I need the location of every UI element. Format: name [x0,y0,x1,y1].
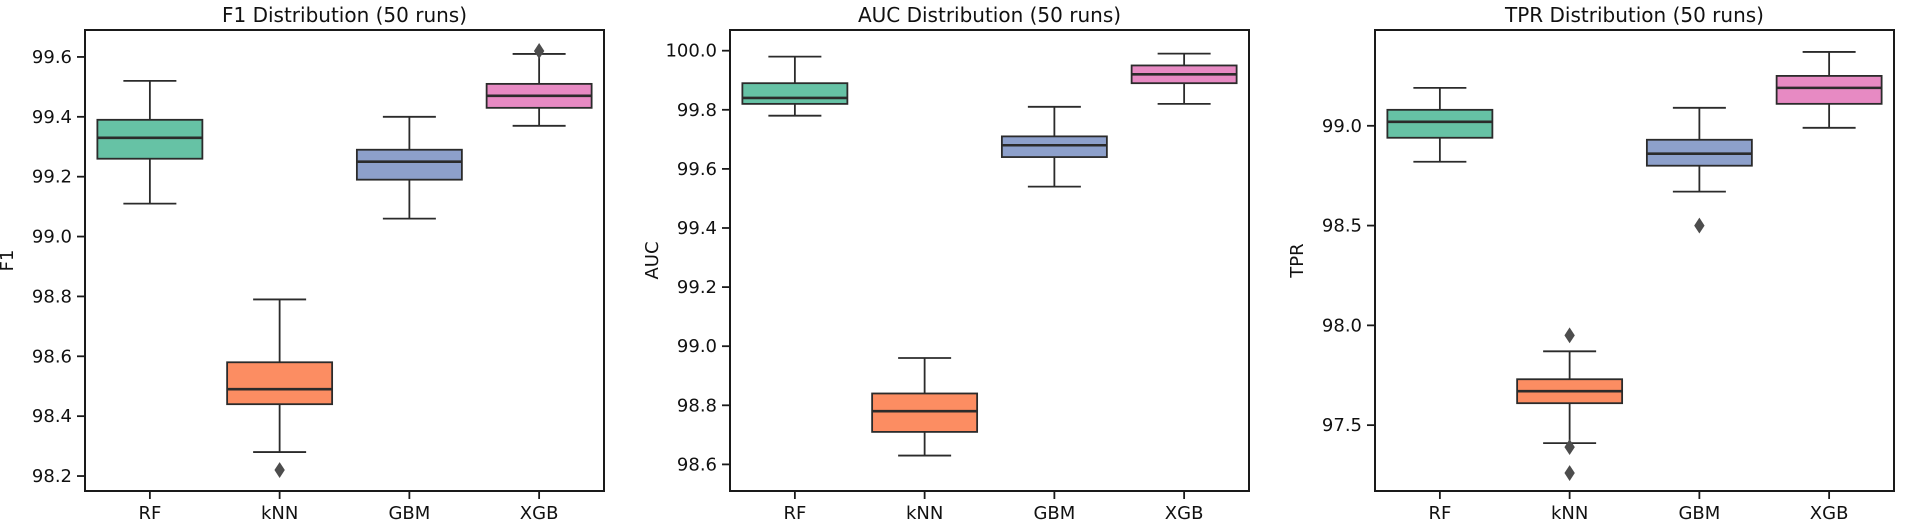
y-tick-label: 97.5 [1322,415,1362,436]
y-tick-label: 99.0 [32,227,72,248]
outlier-diamond [1694,217,1705,234]
y-tick-label: 98.6 [677,454,717,475]
y-axis-label: AUC [642,241,663,279]
x-tick-label-xgb: XGB [520,503,559,524]
y-tick-label: 99.8 [677,100,717,121]
iqr-box [1386,108,1494,139]
iqr-box [226,361,334,406]
x-tick-label-knn: kNN [261,503,298,524]
outlier-diamond [1564,327,1575,344]
x-tick-label-knn: kNN [1551,503,1588,524]
y-tick-label: 99.6 [677,159,717,180]
chart-title: TPR Distribution (50 runs) [1504,3,1764,27]
box-xgb [1775,51,1883,129]
iqr-box [1000,135,1108,158]
subplot-tpr: TPR Distribution (50 runs) TPR 97.5 98.0 98.… [1287,3,1895,524]
y-tick-label: 100.0 [665,41,717,62]
y-tick-label: 98.6 [32,346,72,367]
outlier-diamond [1564,465,1575,481]
x-tick-label-xgb: XGB [1810,503,1849,524]
y-tick-label: 99.4 [32,107,72,128]
box-xgb [1130,52,1238,105]
iqr-box [741,82,849,105]
box-rf [96,79,204,205]
iqr-box [355,148,463,181]
x-tick-label-rf: RF [783,503,806,524]
chart-title: AUC Distribution (50 runs) [858,3,1121,27]
y-tick-label: 99.4 [677,218,717,239]
y-axis-label: TPR [1287,243,1308,278]
iqr-box [96,118,204,160]
box-rf [741,55,849,117]
box-knn [226,298,334,478]
y-tick-label: 99.2 [32,167,72,188]
subplot-auc: AUC Distribution (50 runs) AUC 98.6 98.8 99.… [642,3,1250,524]
y-tick-label: 98.8 [32,286,72,307]
y-tick-label: 99.0 [677,336,717,357]
x-tick-label-rf: RF [138,503,161,524]
x-tick-label-xgb: XGB [1165,503,1204,524]
y-tick-label: 99.2 [677,277,717,298]
y-axis-label: F1 [0,250,18,272]
outlier-diamond [1564,439,1575,456]
axes-frame [84,29,605,492]
outlier-diamond [533,43,545,59]
box-rf [1386,86,1494,163]
x-tick-label-rf: RF [1428,503,1451,524]
x-tick-label-gbm: GBM [1033,503,1075,524]
y-tick-label: 98.8 [677,395,717,416]
outlier-diamond [274,462,285,478]
y-tick-label: 98.2 [32,466,72,487]
box-gbm [1645,106,1753,234]
y-tick-label: 99.6 [32,47,72,68]
iqr-box [1775,75,1883,105]
iqr-box [871,392,979,433]
y-tick-label: 98.4 [32,406,72,427]
box-gbm [355,115,463,220]
box-knn [871,357,979,457]
x-tick-label-gbm: GBM [388,503,430,524]
box-xgb [485,43,593,127]
axes-frame [729,29,1250,492]
y-tick-label: 99.0 [1322,116,1362,137]
y-tick-label: 98.5 [1322,216,1362,237]
subplot-f1: F1 Distribution (50 runs) F1 98.2 98.4 98.6 9… [0,3,605,524]
y-tick-label: 98.0 [1322,315,1362,336]
box-gbm [1000,105,1108,188]
chart-title: F1 Distribution (50 runs) [222,3,467,27]
axes-frame [1374,29,1895,492]
box-knn [1516,327,1624,481]
x-tick-label-knn: kNN [906,503,943,524]
x-tick-label-gbm: GBM [1678,503,1720,524]
